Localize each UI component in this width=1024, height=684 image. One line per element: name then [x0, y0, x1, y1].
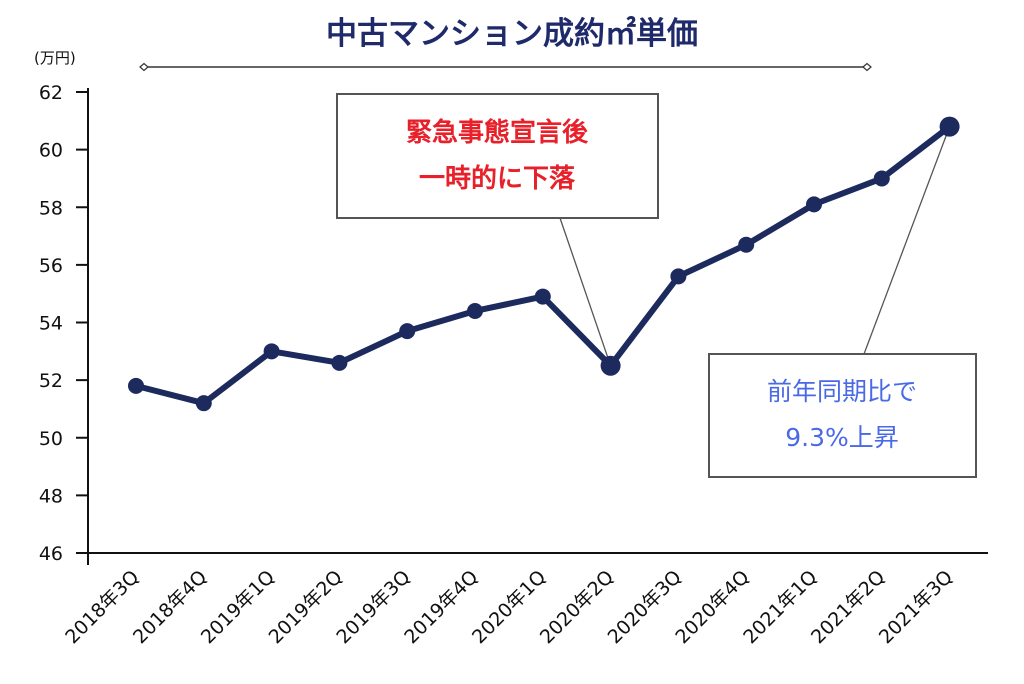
callout-text-line: 9.3%上昇 [785, 423, 899, 452]
data-point [128, 377, 144, 394]
data-point [939, 116, 960, 137]
y-tick-label: 52 [39, 370, 63, 392]
y-axis-unit-label: (万円) [34, 49, 76, 67]
y-tick-label: 56 [39, 255, 63, 277]
y-tick-label: 50 [39, 428, 63, 450]
data-point [738, 236, 755, 253]
data-point [467, 302, 483, 319]
callout-leader-lines [559, 126, 951, 366]
data-point [263, 343, 280, 360]
data-point [600, 355, 621, 376]
data-point [534, 288, 551, 305]
y-tick-label: 54 [39, 313, 63, 335]
data-point [873, 170, 890, 187]
data-point [670, 268, 687, 285]
callout-text-line: 一時的に下落 [419, 163, 576, 194]
series-group [128, 116, 960, 412]
y-tick-label: 62 [39, 82, 63, 104]
callout-text-line: 緊急事態宣言後 [406, 117, 589, 148]
chart-title-group: 中古マンション成約㎡単価 [139, 16, 872, 72]
callout-text-line: 前年同期比で [767, 377, 917, 406]
x-tick-labels: 2018年3Q2018年4Q2019年1Q2019年2Q2019年3Q2019年… [61, 566, 957, 648]
y-tick-label: 48 [39, 485, 63, 507]
callout-leader-line [863, 126, 951, 355]
y-tick-labels: 46 48 50 52 54 56 58 60 62 [39, 82, 63, 565]
y-tick-label: 60 [39, 140, 63, 162]
y-tick-label: 58 [39, 197, 63, 219]
callout-leader-line [559, 217, 612, 366]
chart-title: 中古マンション成約㎡単価 [326, 16, 698, 52]
callout-box [336, 93, 659, 219]
axes [76, 88, 988, 565]
x-tick-label: 2021年3Q [875, 566, 957, 648]
data-point [195, 395, 212, 412]
data-point [399, 323, 416, 340]
title-underline-right-cap [862, 62, 872, 72]
title-underline-left-cap [139, 62, 149, 72]
data-point [806, 196, 822, 213]
callout-box [708, 353, 977, 478]
data-point [331, 354, 348, 371]
y-tick-label: 46 [39, 543, 63, 565]
